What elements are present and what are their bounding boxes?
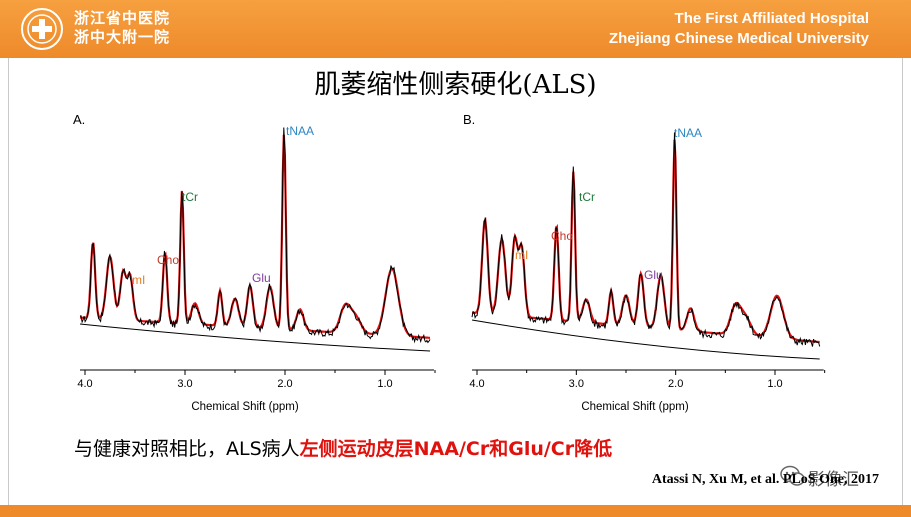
hospital-name-en-line2: Zhejiang Chinese Medical University <box>608 30 869 47</box>
hospital-name-en: The First Affiliated Hospital Zhejiang C… <box>609 9 869 49</box>
footer-bar <box>0 505 911 517</box>
x-tick-label-1-0: 4.0 <box>77 378 92 390</box>
baseline-curve-1 <box>79 323 431 352</box>
slide-frame <box>8 58 903 505</box>
caption-highlight-text: 左侧运动皮层NAA/Cr和Glu/Cr降低 <box>299 438 613 460</box>
fit-line-2 <box>471 139 820 344</box>
panel-label-2: B. <box>463 112 475 127</box>
x-tick-label-1-1: 3.0 <box>177 378 192 390</box>
watermark: 影像汇 <box>780 464 880 490</box>
peak-label-mi-2: mI <box>515 248 528 262</box>
fit-line-1 <box>80 134 430 339</box>
slide-header: 浙江省中医院 浙中大附一院 The First Affiliated Hospi… <box>0 0 911 58</box>
hospital-logo-icon <box>21 8 63 50</box>
slide-title: 肌萎缩性侧索硬化(ALS) <box>314 70 597 100</box>
citation: Atassi N, Xu M, et al. PLoS One, 2017 <box>651 472 879 487</box>
spectrum-line-1 <box>79 127 431 344</box>
peak-label-cho-1: Cho <box>157 253 179 267</box>
peak-label-tnaa-2: tNAA <box>674 126 702 140</box>
x-tick-label-1-2: 2.0 <box>277 378 292 390</box>
hospital-name-cn-line1: 浙江省中医院 <box>74 9 171 27</box>
peak-label-mi-1: mI <box>132 273 145 287</box>
spectrum-line-2 <box>471 132 821 347</box>
x-axis-label-1: Chemical Shift (ppm) <box>191 401 299 413</box>
wechat-icon <box>780 465 805 486</box>
caption-normal-text: 与健康对照相比，ALS病人 <box>74 438 300 460</box>
x-tick-label-2-3: 1.0 <box>767 378 782 390</box>
baseline-curve-2 <box>471 319 820 360</box>
slide-caption: 与健康对照相比，ALS病人左侧运动皮层NAA/Cr和Glu/Cr降低 <box>74 434 612 461</box>
x-tick-label-2-1: 3.0 <box>569 378 584 390</box>
hospital-name-cn-line2: 浙中大附一院 <box>74 28 171 46</box>
hospital-name-en-line1: The First Affiliated Hospital <box>674 10 869 27</box>
peak-label-tcr-2: tCr <box>579 190 595 204</box>
peak-label-glu-2: Glu <box>644 268 663 282</box>
x-tick-label-2-0: 4.0 <box>469 378 484 390</box>
watermark-text: 影像汇 <box>808 470 859 490</box>
x-axis-label-2: Chemical Shift (ppm) <box>581 401 689 413</box>
mrs-spectra-figure: 4.0 3.0 2.0 1.0 Chemical Shift (ppm) A. tNAA tC… <box>63 104 845 415</box>
peak-label-tcr-1: tCr <box>182 190 198 204</box>
x-tick-label-1-3: 1.0 <box>377 378 392 390</box>
peak-label-glu-1: Glu <box>252 271 271 285</box>
spectra-svg: 4.0 3.0 2.0 1.0 Chemical Shift (ppm) A. tNAA tC… <box>73 112 826 413</box>
peak-label-cho-2: Cho <box>551 229 573 243</box>
hospital-name-cn: 浙江省中医院 浙中大附一院 <box>74 9 170 47</box>
x-tick-label-2-2: 2.0 <box>668 378 683 390</box>
panel-label-1: A. <box>73 112 85 127</box>
peak-label-tnaa-1: tNAA <box>286 124 314 138</box>
